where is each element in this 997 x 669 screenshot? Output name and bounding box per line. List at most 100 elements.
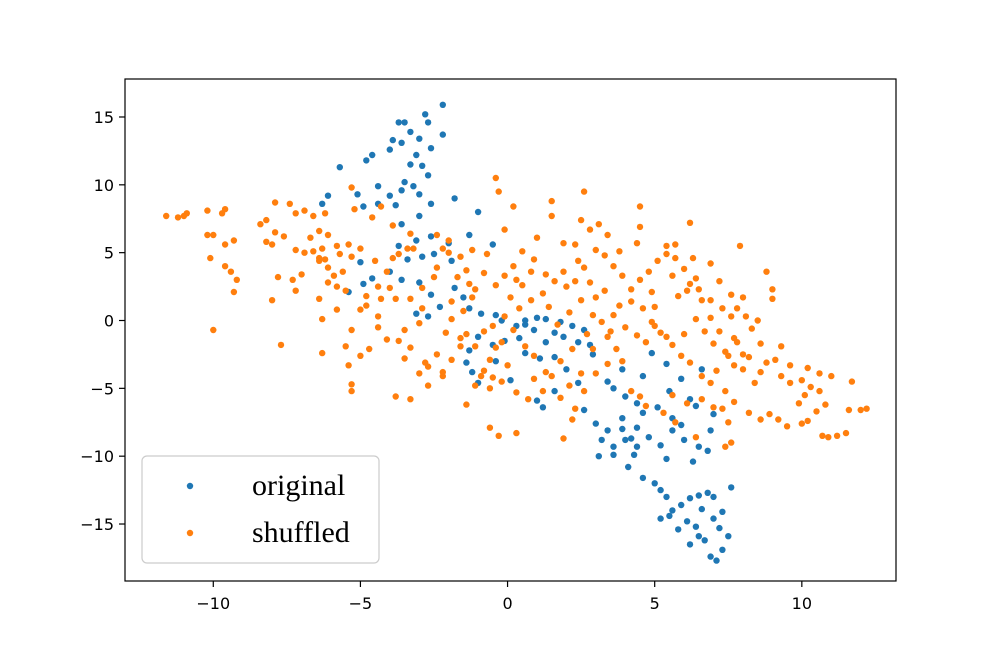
shuffled-point xyxy=(560,240,567,247)
original-point xyxy=(575,339,582,346)
original-point xyxy=(319,200,326,207)
shuffled-point xyxy=(483,250,491,258)
shuffled-point xyxy=(601,252,608,259)
original-point xyxy=(569,322,576,330)
shuffled-point xyxy=(207,254,214,262)
shuffled-point xyxy=(442,329,449,336)
original-point xyxy=(422,111,429,118)
shuffled-point xyxy=(489,374,496,381)
original-point xyxy=(369,275,376,282)
original-point xyxy=(530,326,538,334)
original-point xyxy=(663,360,670,368)
y-tick-label: −15 xyxy=(80,515,114,534)
x-axis: −10 −5 0 5 10 xyxy=(196,581,812,613)
shuffled-point xyxy=(775,416,782,423)
shuffled-point xyxy=(472,382,479,389)
original-point xyxy=(492,311,499,319)
shuffled-point xyxy=(678,352,685,359)
shuffled-point xyxy=(321,210,329,217)
original-point xyxy=(716,524,723,532)
shuffled-point xyxy=(604,333,611,340)
shuffled-point xyxy=(369,214,376,221)
shuffled-point xyxy=(419,305,426,312)
original-point xyxy=(416,279,423,286)
original-point xyxy=(360,280,367,288)
shuffled-point xyxy=(707,314,714,321)
original-point xyxy=(533,397,541,404)
shuffled-point xyxy=(319,245,326,252)
original-point xyxy=(395,119,402,126)
shuffled-point xyxy=(345,362,352,369)
shuffled-point xyxy=(395,250,402,258)
shuffled-point xyxy=(333,283,341,290)
shuffled-point xyxy=(510,263,517,270)
shuffled-point xyxy=(813,408,820,415)
shuffled-point xyxy=(739,351,747,358)
shuffled-point xyxy=(416,320,423,327)
shuffled-point xyxy=(457,343,464,350)
shuffled-point xyxy=(663,250,670,258)
original-point xyxy=(542,339,549,346)
shuffled-point xyxy=(689,254,697,262)
original-point xyxy=(424,119,432,126)
shuffled-point xyxy=(395,337,402,345)
shuffled-point xyxy=(601,287,608,294)
original-point xyxy=(689,458,697,465)
original-point xyxy=(710,493,717,501)
shuffled-point xyxy=(751,379,758,387)
shuffled-point xyxy=(842,429,850,437)
shuffled-point xyxy=(863,405,870,412)
shuffled-point xyxy=(174,214,182,221)
shuffled-point xyxy=(613,345,620,353)
shuffled-point xyxy=(472,343,479,350)
shuffled-point xyxy=(672,241,679,248)
original-point xyxy=(575,379,582,387)
original-point xyxy=(363,157,370,164)
shuffled-point xyxy=(566,382,573,389)
original-point xyxy=(592,420,599,427)
shuffled-point xyxy=(392,295,399,302)
shuffled-point xyxy=(757,340,764,347)
original-point xyxy=(451,195,458,202)
shuffled-point xyxy=(324,231,332,239)
shuffled-point xyxy=(648,318,655,326)
shuffled-point xyxy=(457,334,464,342)
shuffled-point xyxy=(492,282,499,289)
shuffled-point xyxy=(642,339,650,346)
shuffled-point xyxy=(492,174,499,182)
original-point xyxy=(542,315,549,323)
shuffled-point xyxy=(316,227,323,235)
shuffled-point xyxy=(692,434,700,441)
shuffled-point xyxy=(407,230,414,237)
shuffled-point xyxy=(519,248,526,255)
shuffled-point xyxy=(498,378,505,385)
original-point xyxy=(710,410,717,418)
shuffled-point xyxy=(204,231,211,239)
shuffled-point xyxy=(560,435,567,442)
shuffled-point xyxy=(501,313,508,320)
original-point xyxy=(669,427,676,434)
x-tick-label: 10 xyxy=(792,594,812,613)
legend-marker-original xyxy=(186,482,194,490)
shuffled-point xyxy=(498,339,505,346)
shuffled-point xyxy=(257,221,264,228)
shuffled-point xyxy=(616,302,623,309)
shuffled-point xyxy=(577,370,585,377)
shuffled-point xyxy=(816,387,823,395)
original-point xyxy=(619,366,626,373)
original-point xyxy=(489,241,496,248)
shuffled-point xyxy=(486,356,494,363)
shuffled-point xyxy=(507,294,514,301)
shuffled-point xyxy=(557,394,564,401)
original-point xyxy=(619,415,626,422)
shuffled-point xyxy=(477,372,485,380)
shuffled-point xyxy=(745,353,753,361)
series-original xyxy=(319,101,735,564)
original-point xyxy=(424,313,432,320)
shuffled-point xyxy=(463,401,470,408)
shuffled-point xyxy=(778,343,785,350)
original-point xyxy=(625,463,632,471)
original-point xyxy=(451,284,458,292)
shuffled-point xyxy=(519,282,526,289)
